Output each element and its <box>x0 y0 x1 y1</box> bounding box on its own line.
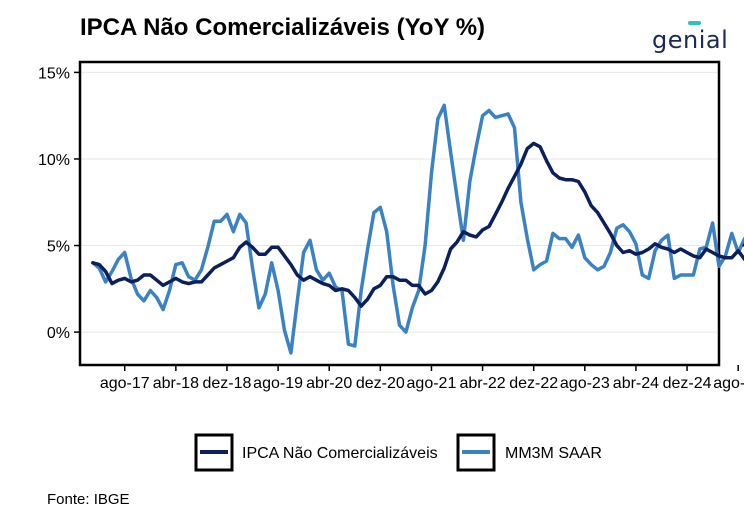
legend-item-mm3m[interactable]: MM3M SAAR <box>456 433 602 472</box>
series-line-mm3m <box>91 103 744 355</box>
source-note: Fonte: IBGE <box>47 491 130 508</box>
genial-logo: genial <box>652 26 729 54</box>
x-tick-label: dez-24 <box>663 375 712 392</box>
annotations: 4.51 <box>742 236 744 253</box>
x-tick-label: ago-21 <box>407 375 457 392</box>
last-value-label: 4.51 <box>742 236 744 253</box>
y-tick-label: 10% <box>38 152 70 169</box>
x-tick-label: ago-23 <box>560 375 610 392</box>
legend: IPCA Não Comercializáveis MM3M SAAR <box>194 433 602 472</box>
legend-label-ipca: IPCA Não Comercializáveis <box>242 445 438 462</box>
x-tick-label: ago-19 <box>253 375 303 392</box>
x-tick-label: dez-18 <box>203 375 252 392</box>
plot-frame <box>78 60 721 367</box>
legend-box-ipca <box>194 433 234 472</box>
x-tick-label: dez-22 <box>509 375 558 392</box>
legend-label-mm3m: MM3M SAAR <box>505 445 602 462</box>
x-tick-label: dez-20 <box>356 375 405 392</box>
series-group <box>91 103 744 355</box>
line-chart: 0%5%10%15% ago-17 abr-18 dez-18 ago-19 abr-2… <box>38 60 744 472</box>
y-tick-label: 15% <box>38 65 70 82</box>
y-tick-label: 0% <box>47 325 70 342</box>
x-tick-label: abr-22 <box>459 375 505 392</box>
grid-lines <box>80 71 719 333</box>
x-tick-label: abr-18 <box>153 375 199 392</box>
legend-item-ipca[interactable]: IPCA Não Comercializáveis <box>194 433 438 472</box>
logo-accent <box>688 21 701 25</box>
x-axis: ago-17 abr-18 dez-18 ago-19 abr-20 dez-20 ago-… <box>100 365 744 392</box>
legend-box-mm3m <box>456 433 496 472</box>
y-axis: 0% 5% 10% 15% <box>38 65 80 342</box>
page-title: IPCA Não Comercializáveis (YoY %) <box>80 14 486 41</box>
x-tick-label: ago-25 <box>713 375 744 392</box>
y-tick-label: 5% <box>47 239 70 256</box>
x-tick-label: abr-20 <box>306 375 352 392</box>
series-line-ipca <box>91 141 744 308</box>
x-tick-label: ago-17 <box>100 375 150 392</box>
x-tick-label: abr-24 <box>613 375 659 392</box>
